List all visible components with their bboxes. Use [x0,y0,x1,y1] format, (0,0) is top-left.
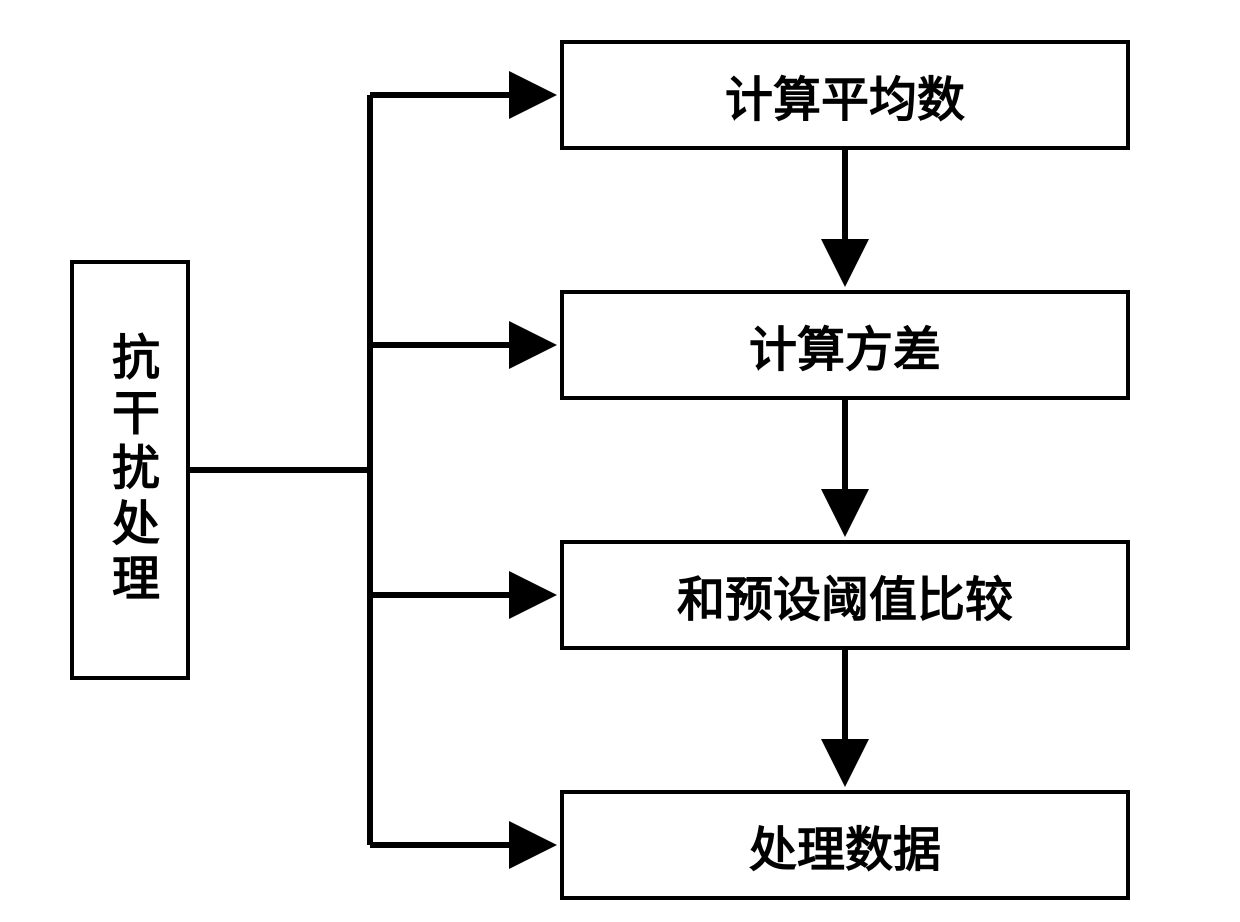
node-step3-label: 和预设阈值比较 [677,560,1013,630]
node-step3-threshold: 和预设阈值比较 [560,540,1130,650]
node-step4-process: 处理数据 [560,790,1130,900]
node-step4-label: 处理数据 [749,810,941,880]
left-node-anti-interference: 抗干扰处理 [70,260,190,680]
left-node-label: 抗干扰处理 [95,332,165,608]
node-step2-label: 计算方差 [749,310,941,380]
node-step2-variance: 计算方差 [560,290,1130,400]
node-step1-label: 计算平均数 [725,60,965,130]
node-step1-average: 计算平均数 [560,40,1130,150]
flowchart-diagram: 抗干扰处理 计算平均数 计算方差 和预设阈值比较 处理数据 [0,0,1240,922]
